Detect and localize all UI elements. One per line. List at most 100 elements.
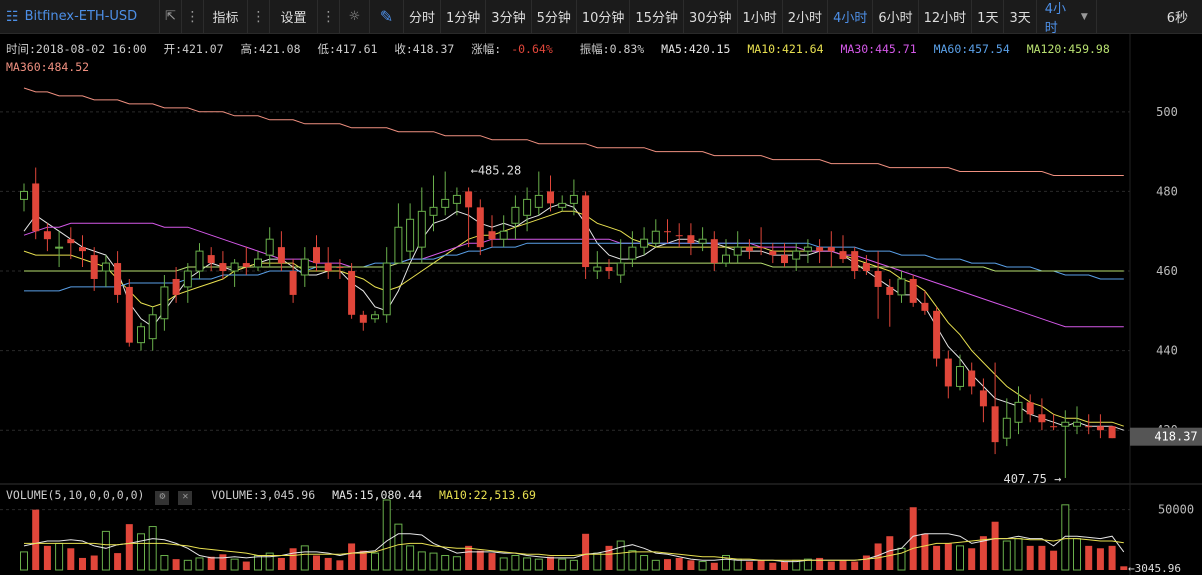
more-icon-3[interactable]: ⋮	[318, 0, 340, 33]
candle-body-up	[406, 218, 415, 252]
volume-bar-up	[558, 558, 567, 571]
volume-bar-down	[43, 545, 51, 570]
volume-bar-down	[348, 543, 356, 570]
candle-body-up	[511, 206, 520, 224]
volume-bar-up	[195, 557, 204, 571]
ma-line-ma5	[23, 202, 1124, 431]
candle-body-up	[534, 194, 543, 208]
candle-body-down	[710, 239, 718, 264]
candle-body-down	[242, 263, 250, 268]
candle-body-up	[441, 198, 450, 208]
period-tab-5[interactable]: 15分钟	[630, 0, 684, 33]
period-tab-12[interactable]: 1天	[972, 0, 1005, 33]
symbol-label: Bitfinex-ETH-USD	[24, 9, 138, 24]
candle-body-down	[675, 235, 683, 237]
volume-bar-down	[90, 555, 98, 570]
period-tab-9[interactable]: 4小时	[828, 0, 874, 33]
volume-bar-down	[219, 554, 227, 570]
period-tab-8[interactable]: 2小时	[783, 0, 829, 33]
volume-bar-down	[1108, 545, 1116, 570]
candle-body-up	[371, 314, 379, 320]
low-marker-label: 407.75 →	[1004, 472, 1062, 486]
symbol-grid-icon: ☷	[6, 8, 19, 25]
more-icon-2[interactable]: ⋮	[248, 0, 270, 33]
volume-bar-down	[757, 560, 765, 570]
volume-bar-down	[710, 562, 718, 570]
candle-body-down	[219, 263, 227, 272]
candle-body-up	[897, 278, 906, 296]
high-marker-label: ←485.28	[471, 163, 522, 177]
ohlc-info-2: MA360:484.52	[6, 60, 99, 74]
indicator-button[interactable]: 指标	[204, 0, 248, 33]
settings-button[interactable]: 设置	[270, 0, 318, 33]
period-tab-0[interactable]: 分时	[404, 0, 442, 33]
candle-body-up	[651, 230, 660, 244]
candle-body-down	[664, 231, 671, 233]
period-tab-13[interactable]: 3天	[1004, 0, 1037, 33]
symbol-selector[interactable]: ☷ Bitfinex-ETH-USD	[0, 0, 160, 33]
candle-body-up	[1014, 401, 1023, 423]
candle-body-down	[862, 263, 870, 272]
candle-body-down	[933, 310, 941, 359]
volume-ma5: MA5:15,080.44	[332, 488, 423, 502]
period-tab-7[interactable]: 1小时	[738, 0, 783, 33]
period-tab-4[interactable]: 10分钟	[577, 0, 631, 33]
candle-body-down	[909, 278, 917, 303]
volume-bar-up	[441, 555, 450, 571]
volume-ma10: MA10:22,513.69	[439, 488, 536, 502]
candle-body-up	[558, 202, 567, 208]
volume-bar-up	[569, 559, 578, 571]
info-ma60: MA60:457.54	[933, 42, 1010, 56]
volume-bar-up	[803, 558, 812, 571]
candle-body-down	[359, 314, 367, 323]
volume-bar-down	[336, 560, 344, 570]
more-icon[interactable]: ⋮	[182, 0, 204, 33]
candle-body-up	[230, 262, 239, 272]
period-tab-1[interactable]: 1分钟	[441, 0, 487, 33]
info-close: 收:418.37	[394, 42, 455, 56]
settings-label: 设置	[280, 11, 307, 26]
candle-body-up	[300, 258, 309, 276]
candle-body-up	[698, 238, 707, 244]
period-tab-10[interactable]: 6小时	[873, 0, 919, 33]
volume-bar-down	[851, 561, 859, 570]
volume-settings-icon[interactable]: ⚙	[155, 491, 170, 505]
volume-bar-up	[300, 545, 309, 571]
volume-bar-up	[394, 523, 403, 571]
period-tab-11[interactable]: 12小时	[919, 0, 973, 33]
volume-bar-down	[675, 557, 683, 570]
volume-tick-label: 50000	[1158, 503, 1194, 517]
volume-bar-down	[687, 560, 695, 570]
candle-body-down	[114, 263, 122, 295]
volume-bar-up	[265, 552, 274, 571]
volume-bar-up	[1061, 504, 1070, 571]
y-tick-label: 460	[1156, 264, 1178, 278]
period-tab-3[interactable]: 5分钟	[532, 0, 577, 33]
volume-close-icon[interactable]: ✕	[178, 491, 193, 505]
volume-bar-up	[651, 559, 660, 571]
candle-body-up	[803, 246, 812, 252]
period-dropdown[interactable]: 4小时 ▼	[1037, 0, 1097, 36]
theme-sun-icon[interactable]: ☼	[340, 0, 370, 33]
volume-bar-up	[1002, 540, 1011, 571]
period-tab-6[interactable]: 30分钟	[684, 0, 738, 33]
volume-bar-up	[628, 550, 637, 571]
volume-value: VOLUME:3,045.96	[211, 488, 316, 502]
period-tab-2[interactable]: 3分钟	[486, 0, 532, 33]
candle-body-up	[195, 250, 204, 272]
candle-body-down	[991, 406, 999, 443]
draw-pen-icon[interactable]: ✎	[370, 0, 404, 33]
candle-body-up	[593, 266, 602, 272]
volume-bar-up	[137, 533, 145, 571]
candle-body-down	[313, 247, 320, 264]
volume-bar-up	[897, 547, 906, 571]
volume-bar-up	[511, 555, 520, 571]
volume-bar-down	[582, 533, 590, 570]
external-link-icon[interactable]: ⇱	[160, 0, 182, 33]
candle-body-down	[207, 255, 215, 264]
volume-bar-up	[523, 557, 532, 571]
candle-body-up	[148, 314, 157, 340]
candle-body-up	[55, 246, 64, 249]
candle-body-down	[582, 195, 590, 268]
